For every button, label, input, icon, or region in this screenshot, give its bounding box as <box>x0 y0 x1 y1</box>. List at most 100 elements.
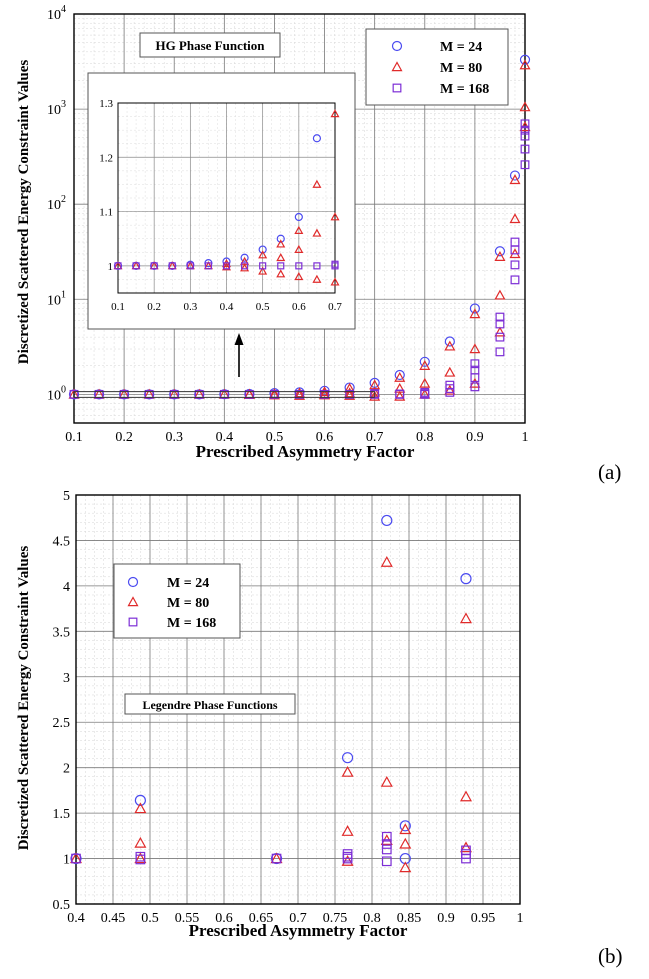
chart-b-xtick-label: 0.9 <box>437 911 455 926</box>
chart-a-point <box>520 125 530 135</box>
chart-a-annotation-box <box>139 32 281 58</box>
inset-point <box>240 263 250 272</box>
chart-a-legend-marker <box>391 40 403 52</box>
chart-b-point <box>381 831 392 842</box>
chart-b-point <box>399 861 412 873</box>
chart-b-point <box>380 556 393 567</box>
chart-b-point <box>380 775 393 787</box>
chart-b-ytick-label: 3 <box>63 671 70 686</box>
chart-a-point <box>394 371 406 382</box>
inset-point <box>276 234 285 243</box>
chart-a-point <box>268 389 280 400</box>
chart-a-xtick-label: 0.7 <box>366 430 384 445</box>
chart-a-point <box>194 389 204 399</box>
inset-point <box>241 262 249 270</box>
chart-a-point <box>394 390 406 401</box>
chart-a-ylabel: Discretized Scattered Energy Constraint … <box>16 60 32 365</box>
chart-a-point <box>495 332 505 342</box>
chart-b-point <box>134 794 146 806</box>
inset-point <box>276 252 286 262</box>
chart-a-point <box>295 389 304 399</box>
chart-a-point <box>293 387 306 398</box>
chart-a-annotation-text: HG Phase Function <box>155 38 265 53</box>
inset-point <box>330 109 340 118</box>
chart-a-point <box>444 340 456 351</box>
chart-a-point <box>419 356 430 367</box>
chart-b-xtick-label: 0.65 <box>249 911 274 926</box>
chart-b-ytick-label: 4.5 <box>53 534 71 549</box>
inset-point <box>312 179 322 188</box>
chart-b-legend-marker <box>128 617 138 627</box>
chart-a-point <box>144 389 154 399</box>
chart-b-point <box>399 823 412 835</box>
chart-a-point <box>520 144 530 154</box>
inset-xtick-label: 0.1 <box>111 301 125 313</box>
inset-point <box>258 266 268 275</box>
chart-b-point <box>341 825 354 836</box>
chart-a-legend-label: M = 80 <box>440 61 482 76</box>
chart-a-xtick-label: 0.1 <box>65 430 83 445</box>
chart-a-legend-box <box>365 28 509 106</box>
chart-a-point <box>445 380 455 390</box>
chart-a-point <box>244 389 254 399</box>
chart-a-point <box>494 246 506 257</box>
inset-point <box>222 262 231 270</box>
chart-a-point <box>495 319 505 329</box>
inset-xtick-label: 0.4 <box>220 301 234 313</box>
chart-b-xtick-label: 0.6 <box>215 911 233 926</box>
chart-b-ytick-label: 0.5 <box>53 898 71 913</box>
chart-a-xtick-label: 0.8 <box>416 430 434 445</box>
inset-point <box>312 134 322 143</box>
chart-b-point <box>459 790 472 802</box>
chart-a-point <box>519 59 531 70</box>
chart-b-point <box>381 844 392 855</box>
inset-point <box>276 269 286 278</box>
inset-xtick-label: 0.7 <box>328 301 342 313</box>
chart-a-point <box>470 382 480 392</box>
chart-a-point <box>344 387 356 398</box>
chart-b-ytick-label: 5 <box>63 489 70 504</box>
inset-point <box>259 262 267 270</box>
chart-b-xtick-label: 1 <box>517 911 524 926</box>
chart-a-point <box>509 213 521 224</box>
chart-b-legend-marker <box>127 596 139 607</box>
inset-plot-frame <box>117 102 336 294</box>
chart-b-point <box>461 853 471 864</box>
chart-b-point <box>399 837 412 849</box>
chart-a-annotation: HG Phase Function <box>139 32 281 58</box>
chart-b: 0.4 0.45 0.5 0.55 0.6 0.65 0.7 0.75 0.8 0.85 0.9 0.… <box>16 489 524 940</box>
chart-a-point <box>509 170 521 181</box>
chart-b-xtick-label: 0.5 <box>141 911 159 926</box>
chart-b-legend: M = 24 M = 80 M = 168 <box>113 563 241 639</box>
chart-a-point <box>520 160 530 170</box>
chart-b-point <box>341 752 354 764</box>
chart-a-point <box>444 336 455 347</box>
chart-b-point <box>459 612 472 624</box>
chart-a-point <box>470 365 480 375</box>
chart-a-legend-marker <box>391 61 403 72</box>
chart-a-ytick-label: 100 <box>47 384 66 403</box>
inset-point <box>331 260 339 268</box>
chart-a-point <box>444 384 456 395</box>
chart-a-point <box>510 237 520 247</box>
chart-a-point <box>69 389 79 399</box>
chart-a-point <box>494 326 506 337</box>
inset-point <box>276 239 286 248</box>
inset-xtick-label: 0.3 <box>183 301 197 313</box>
chart-b-point <box>399 820 411 832</box>
chart-b-xtick-label: 0.55 <box>175 911 200 926</box>
inset-ytick-label: 1.3 <box>99 98 113 110</box>
chart-b-point <box>135 854 146 865</box>
chart-b-xtick-label: 0.85 <box>397 911 422 926</box>
inset-point <box>222 257 231 266</box>
chart-a-ytick-label: 101 <box>47 289 66 308</box>
chart-a-xtick-label: 1 <box>522 430 529 445</box>
inset-xtick-label: 0.5 <box>256 301 270 313</box>
chart-b-xtick-label: 0.8 <box>363 911 381 926</box>
chart-a-xtick-label: 0.3 <box>165 430 183 445</box>
chart-b-annotation-box <box>124 693 296 715</box>
chart-a-point <box>519 101 531 112</box>
chart-b-ytick-label: 2.5 <box>53 716 71 731</box>
chart-b-plot-frame <box>75 494 521 905</box>
chart-b-xtick-label: 0.7 <box>289 911 307 926</box>
